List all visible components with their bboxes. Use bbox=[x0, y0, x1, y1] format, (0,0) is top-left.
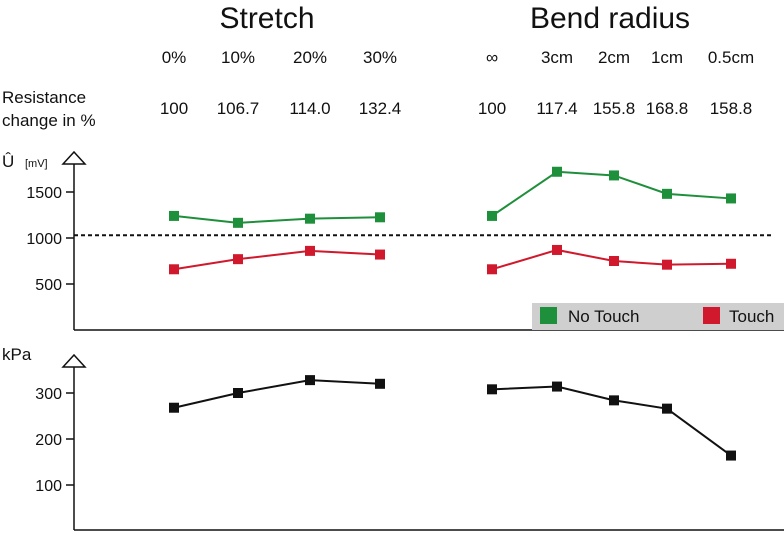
pressure-axis-label: kPa bbox=[2, 345, 32, 364]
legend-swatch-touch bbox=[703, 307, 720, 324]
pressure-point bbox=[609, 395, 619, 406]
resistance-value: 168.8 bbox=[646, 99, 689, 118]
y-tick-label: 200 bbox=[35, 432, 62, 449]
condition-label: 0.5cm bbox=[708, 48, 754, 67]
touch-point bbox=[726, 258, 736, 269]
no-touch-point bbox=[487, 210, 497, 221]
touch-point bbox=[305, 245, 315, 256]
legend-swatch-no-touch bbox=[540, 307, 557, 324]
no-touch-point bbox=[375, 212, 385, 223]
pressure-axis-arrow bbox=[61, 353, 87, 368]
pressure-point bbox=[552, 381, 562, 392]
pressure-point bbox=[169, 402, 179, 413]
pressure-point bbox=[233, 388, 243, 398]
pressure-point bbox=[487, 384, 497, 395]
no-touch-point bbox=[662, 188, 672, 199]
resistance-value: 158.8 bbox=[710, 99, 753, 118]
resistance-value: 100 bbox=[160, 99, 188, 118]
pressure-point bbox=[375, 378, 385, 389]
bend-radius-title: Bend radius bbox=[530, 2, 690, 35]
no-touch-point bbox=[609, 170, 619, 181]
no-touch-point bbox=[305, 213, 315, 224]
condition-label: 10% bbox=[221, 48, 255, 67]
y-tick-label: 1000 bbox=[26, 231, 62, 248]
group-titles: Stretch Bend radius bbox=[219, 2, 690, 35]
y-tick-label: 100 bbox=[35, 478, 62, 495]
pressure-panel: kPa 100 200 300 bbox=[2, 345, 784, 531]
touch-line bbox=[173, 249, 381, 271]
resistance-value: 132.4 bbox=[359, 99, 402, 118]
condition-label: 20% bbox=[293, 48, 327, 67]
touch-point bbox=[609, 256, 619, 266]
no-touch-point bbox=[726, 193, 736, 204]
legend-label-no-touch: No Touch bbox=[568, 307, 640, 326]
condition-labels: 0% 10% 20% 30% ∞ 3cm 2cm 1cm 0.5cm bbox=[162, 48, 754, 67]
legend: No Touch Touch bbox=[532, 303, 784, 330]
touch-point bbox=[375, 249, 385, 260]
no-touch-point bbox=[169, 210, 179, 221]
resistance-value: 106.7 bbox=[217, 99, 260, 118]
pressure-point bbox=[726, 450, 736, 461]
stretch-title: Stretch bbox=[219, 2, 314, 35]
pressure-point bbox=[305, 375, 315, 386]
resistance-value: 117.4 bbox=[536, 99, 577, 118]
voltage-axis-arrow bbox=[61, 150, 87, 165]
touch-point bbox=[552, 244, 562, 255]
y-tick-label: 300 bbox=[35, 386, 62, 403]
condition-label: 3cm bbox=[541, 48, 573, 67]
resistance-values: 100 106.7 114.0 132.4 100 117.4 155.8 168.8 158.… bbox=[160, 99, 752, 118]
condition-label: 2cm bbox=[598, 48, 630, 67]
pressure-series bbox=[169, 375, 736, 461]
no-touch-line bbox=[173, 214, 381, 224]
resistance-value: 114.0 bbox=[289, 99, 330, 118]
pressure-line bbox=[173, 379, 381, 409]
pressure-ticks: 100 200 300 bbox=[35, 386, 74, 495]
no-touch-point bbox=[552, 166, 562, 177]
resistance-label-line-2: change in % bbox=[2, 111, 96, 130]
condition-label: 1cm bbox=[651, 48, 683, 67]
no-touch-point bbox=[233, 217, 243, 228]
resistance-row-label: Resistance change in % bbox=[2, 88, 96, 130]
voltage-ticks: 500 1000 1500 bbox=[26, 185, 74, 294]
legend-background bbox=[532, 303, 784, 330]
resistance-value: 155.8 bbox=[593, 99, 636, 118]
condition-label: ∞ bbox=[486, 48, 498, 67]
condition-label: 30% bbox=[363, 48, 397, 67]
voltage-axis-label: Û bbox=[2, 152, 14, 171]
legend-label-touch: Touch bbox=[729, 307, 774, 326]
y-tick-label: 500 bbox=[35, 277, 62, 294]
condition-label: 0% bbox=[162, 48, 187, 67]
resistance-value: 100 bbox=[478, 99, 506, 118]
pressure-point bbox=[662, 403, 672, 414]
touch-point bbox=[169, 264, 179, 275]
touch-point bbox=[233, 254, 243, 265]
voltage-panel: Û [mV] 500 1000 1500 No Touch Touch bbox=[2, 150, 784, 331]
y-tick-label: 1500 bbox=[26, 185, 62, 202]
touch-point bbox=[487, 264, 497, 275]
touch-point bbox=[662, 259, 672, 270]
resistance-label-line-1: Resistance bbox=[2, 88, 86, 107]
voltage-axis-unit: [mV] bbox=[25, 158, 48, 170]
voltage-series bbox=[169, 166, 736, 275]
